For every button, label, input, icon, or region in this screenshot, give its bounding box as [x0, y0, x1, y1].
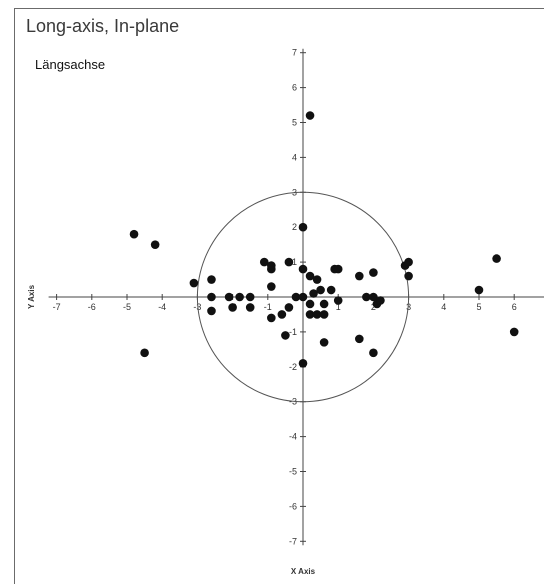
data-point — [316, 285, 325, 295]
x-tick-label: -5 — [123, 302, 131, 312]
chart-frame — [14, 8, 544, 584]
data-point — [369, 292, 378, 302]
data-point — [207, 306, 216, 316]
data-point — [291, 292, 301, 302]
data-point — [369, 348, 378, 358]
data-point — [305, 111, 315, 120]
data-point — [245, 292, 255, 302]
data-point — [259, 257, 269, 267]
reference-circle — [196, 191, 410, 403]
y-tick-label: -5 — [289, 467, 297, 477]
data-point — [376, 296, 385, 305]
data-point — [189, 278, 199, 288]
data-point — [333, 296, 343, 305]
data-point — [207, 292, 216, 302]
data-point — [474, 285, 484, 295]
y-tick-label: 2 — [292, 222, 297, 232]
data-point — [129, 229, 139, 239]
data-point — [305, 271, 315, 281]
data-point — [224, 292, 234, 302]
data-point — [369, 268, 378, 277]
x-tick-label: -4 — [158, 302, 166, 312]
x-tick-label: -7 — [53, 302, 61, 312]
data-point — [355, 334, 364, 344]
data-point — [298, 359, 308, 368]
data-point — [333, 264, 343, 274]
y-tick-label: -4 — [289, 432, 297, 442]
data-point — [267, 313, 276, 323]
data-point — [309, 289, 318, 298]
data-point — [245, 303, 255, 312]
x-tick-label: -6 — [88, 302, 96, 312]
reference-circle-layer — [196, 191, 410, 403]
data-point — [305, 299, 315, 309]
data-point — [298, 264, 308, 274]
data-point — [492, 254, 501, 263]
data-point — [312, 275, 322, 284]
y-tick-label: -1 — [289, 327, 297, 337]
data-point — [298, 222, 308, 232]
x-tick-label: 1 — [336, 302, 341, 312]
y-tick-label: 1 — [292, 257, 297, 267]
data-point — [404, 257, 413, 267]
x-tick-label: 4 — [441, 302, 446, 312]
data-point — [312, 310, 322, 319]
data-point — [150, 240, 160, 249]
y-tick-label: -6 — [289, 501, 297, 511]
data-point — [267, 282, 276, 291]
chart-title: Long-axis, In-plane — [26, 16, 180, 36]
x-tick-label: 5 — [476, 302, 481, 312]
y-axis-label: Y Axis — [27, 284, 36, 309]
data-point — [404, 271, 413, 281]
x-axis-label: X Axis — [291, 567, 316, 576]
y-tick-label: 6 — [292, 83, 297, 93]
data-point — [326, 285, 336, 295]
data-point — [284, 257, 294, 267]
data-point — [277, 310, 287, 319]
data-point — [298, 292, 308, 302]
data-points — [129, 111, 519, 368]
data-point — [281, 331, 290, 340]
data-point — [362, 292, 371, 302]
data-point — [319, 310, 329, 319]
data-point — [355, 271, 364, 281]
y-tick-label: 5 — [292, 118, 297, 128]
data-point — [207, 275, 216, 284]
y-tick-label: -7 — [289, 536, 297, 546]
x-tick-label: 6 — [512, 302, 517, 312]
data-point — [228, 303, 237, 312]
data-point — [509, 327, 519, 337]
data-point — [267, 261, 276, 270]
y-tick-label: -2 — [289, 362, 297, 372]
data-point — [140, 348, 149, 358]
x-tick-label: 2 — [371, 302, 376, 312]
data-point — [319, 338, 329, 347]
chart-subtitle: Längsachse — [35, 57, 106, 72]
data-point — [284, 303, 294, 312]
data-point — [319, 299, 329, 309]
y-tick-label: 4 — [292, 152, 297, 162]
y-tick-label: 7 — [292, 48, 297, 58]
data-point — [305, 310, 315, 319]
data-point — [235, 292, 244, 302]
x-tick-label: -1 — [264, 302, 272, 312]
